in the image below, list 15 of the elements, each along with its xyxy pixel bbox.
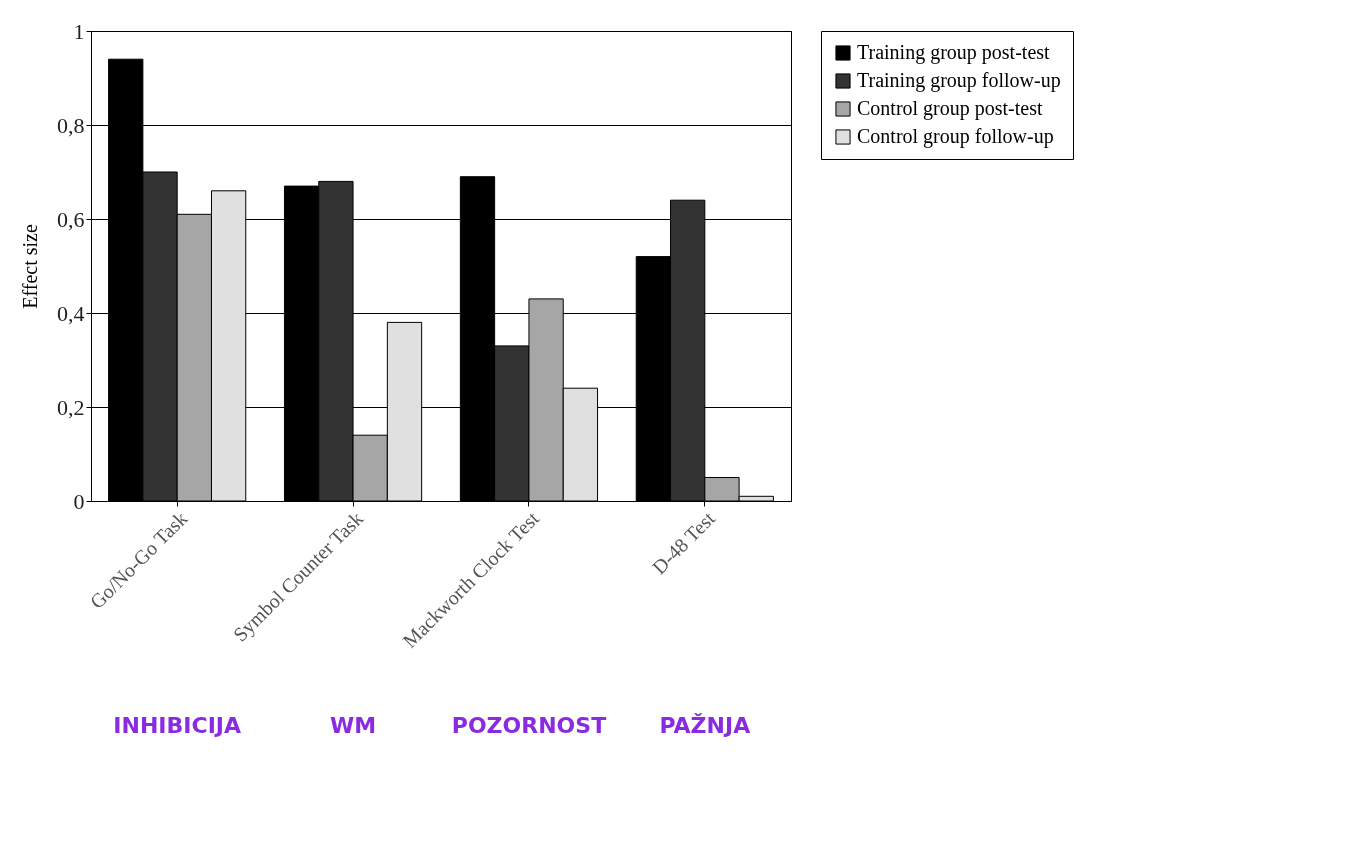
y-tick-label: 1	[73, 18, 85, 44]
text: INHIBICIJA	[113, 713, 242, 738]
legend-label: Control group follow-up	[857, 125, 1054, 148]
text: WM	[329, 713, 377, 738]
y-tick-label: 0,2	[57, 394, 85, 420]
text: POZORNOST	[451, 713, 607, 738]
y-tick-label: 0,4	[57, 300, 85, 326]
y-tick-label: 0,8	[57, 112, 85, 138]
y-axis-title: Effect size	[19, 224, 41, 309]
legend-label: Training group post-test	[857, 41, 1051, 64]
legend-label: Training group follow-up	[857, 69, 1061, 92]
y-tick-label: 0,6	[57, 206, 85, 232]
text: PAŽNJA	[659, 713, 751, 738]
legend-label: Control group post-test	[857, 97, 1043, 120]
y-tick-label: 0	[73, 488, 85, 514]
